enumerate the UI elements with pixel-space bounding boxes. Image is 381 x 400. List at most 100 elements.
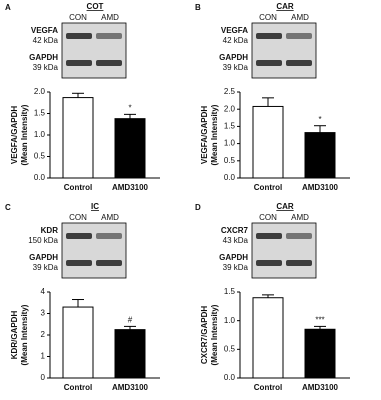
- y-tick-label: 0.0: [34, 173, 46, 182]
- blot-label: 42 kDa: [223, 36, 249, 45]
- blot-band: [66, 260, 92, 266]
- blot-image: [251, 222, 317, 279]
- significance-marker: ***: [315, 316, 324, 325]
- y-axis-label: KDR/GAPDH: [10, 311, 19, 360]
- blot-label: 42 kDa: [33, 36, 59, 45]
- y-axis-label: VEGFA/GAPDH: [10, 106, 19, 164]
- x-tick-label: AMD3100: [112, 383, 149, 392]
- blot-label: GAPDH: [29, 53, 58, 62]
- lane-label: CON: [69, 213, 87, 222]
- blot-band: [286, 260, 312, 266]
- y-tick-label: 2.0: [34, 87, 46, 96]
- blot-label: 150 kDa: [28, 236, 58, 245]
- x-tick-label: Control: [254, 183, 282, 192]
- blot-band: [286, 233, 312, 239]
- y-tick-label: 1.0: [34, 130, 46, 139]
- y-tick-label: 0.5: [224, 156, 236, 165]
- y-axis-label: VEGFA/GAPDH: [200, 106, 209, 164]
- blot-image: [61, 22, 127, 79]
- blot-label: GAPDH: [219, 53, 248, 62]
- y-tick-label: 0.0: [224, 373, 236, 382]
- blot-band: [66, 233, 92, 239]
- blot-label: VEGFA: [31, 26, 58, 35]
- blot-band: [256, 33, 282, 39]
- y-axis-label: (Mean Intensity): [210, 104, 219, 165]
- panel-title: CAR: [276, 2, 294, 11]
- y-axis-label: (Mean Intensity): [20, 304, 29, 365]
- x-tick-label: AMD3100: [112, 183, 149, 192]
- bar: [62, 306, 94, 379]
- y-tick-label: 2: [41, 330, 46, 339]
- bar: [114, 118, 146, 179]
- panel-letter: C: [5, 203, 11, 212]
- bar: [252, 297, 284, 379]
- y-tick-label: 2.5: [224, 87, 236, 96]
- lane-label: AMD: [101, 213, 119, 222]
- panel-title: COT: [87, 2, 104, 11]
- blot-band: [256, 260, 282, 266]
- blot-band: [66, 33, 92, 39]
- bar: [62, 97, 94, 179]
- blot-label: KDR: [41, 226, 59, 235]
- significance-marker: *: [318, 115, 321, 124]
- x-tick-label: Control: [254, 383, 282, 392]
- blot-label: 39 kDa: [33, 63, 59, 72]
- blot-label: CXCR7: [221, 226, 249, 235]
- blot-label: GAPDH: [29, 253, 58, 262]
- y-tick-label: 0.0: [224, 173, 236, 182]
- bar: [304, 132, 336, 179]
- blot-label: 39 kDa: [223, 63, 249, 72]
- bar: [304, 328, 336, 379]
- significance-marker: *: [128, 103, 131, 112]
- blot-band: [286, 60, 312, 66]
- blot-label: VEGFA: [221, 26, 248, 35]
- y-tick-label: 0.5: [224, 344, 236, 353]
- lane-label: CON: [259, 213, 277, 222]
- blot-image: [251, 22, 317, 79]
- blot-label: 43 kDa: [223, 236, 249, 245]
- y-tick-label: 0.5: [34, 152, 46, 161]
- blot-band: [96, 260, 122, 266]
- lane-label: AMD: [291, 213, 309, 222]
- lane-label: AMD: [291, 13, 309, 22]
- blot-band: [96, 233, 122, 239]
- y-tick-label: 1.5: [34, 109, 46, 118]
- y-tick-label: 3: [41, 309, 46, 318]
- panel-letter: A: [5, 3, 11, 12]
- panel-letter: B: [195, 3, 201, 12]
- lane-label: CON: [259, 13, 277, 22]
- blot-band: [96, 33, 122, 39]
- y-tick-label: 1.0: [224, 316, 236, 325]
- blot-band: [256, 233, 282, 239]
- significance-marker: #: [128, 316, 133, 325]
- x-tick-label: AMD3100: [302, 183, 339, 192]
- blot-label: GAPDH: [219, 253, 248, 262]
- lane-label: CON: [69, 13, 87, 22]
- y-tick-label: 4: [41, 287, 46, 296]
- lane-label: AMD: [101, 13, 119, 22]
- blot-band: [96, 60, 122, 66]
- y-tick-label: 1.5: [224, 287, 236, 296]
- x-tick-label: AMD3100: [302, 383, 339, 392]
- y-tick-label: 1.0: [224, 139, 236, 148]
- blot-label: 39 kDa: [223, 263, 249, 272]
- bar: [114, 329, 146, 379]
- x-tick-label: Control: [64, 383, 92, 392]
- y-tick-label: 0: [41, 373, 46, 382]
- bar: [252, 105, 284, 179]
- y-tick-label: 1: [41, 352, 46, 361]
- blot-band: [66, 60, 92, 66]
- blot-band: [286, 33, 312, 39]
- x-tick-label: Control: [64, 183, 92, 192]
- y-tick-label: 2.0: [224, 104, 236, 113]
- y-axis-label: (Mean Intensity): [210, 304, 219, 365]
- blot-image: [61, 222, 127, 279]
- y-tick-label: 1.5: [224, 122, 236, 131]
- panel-title: IC: [91, 202, 99, 211]
- y-axis-label: (Mean Intensity): [20, 104, 29, 165]
- panel-title: CAR: [276, 202, 294, 211]
- blot-band: [256, 60, 282, 66]
- blot-label: 39 kDa: [33, 263, 59, 272]
- panel-letter: D: [195, 203, 201, 212]
